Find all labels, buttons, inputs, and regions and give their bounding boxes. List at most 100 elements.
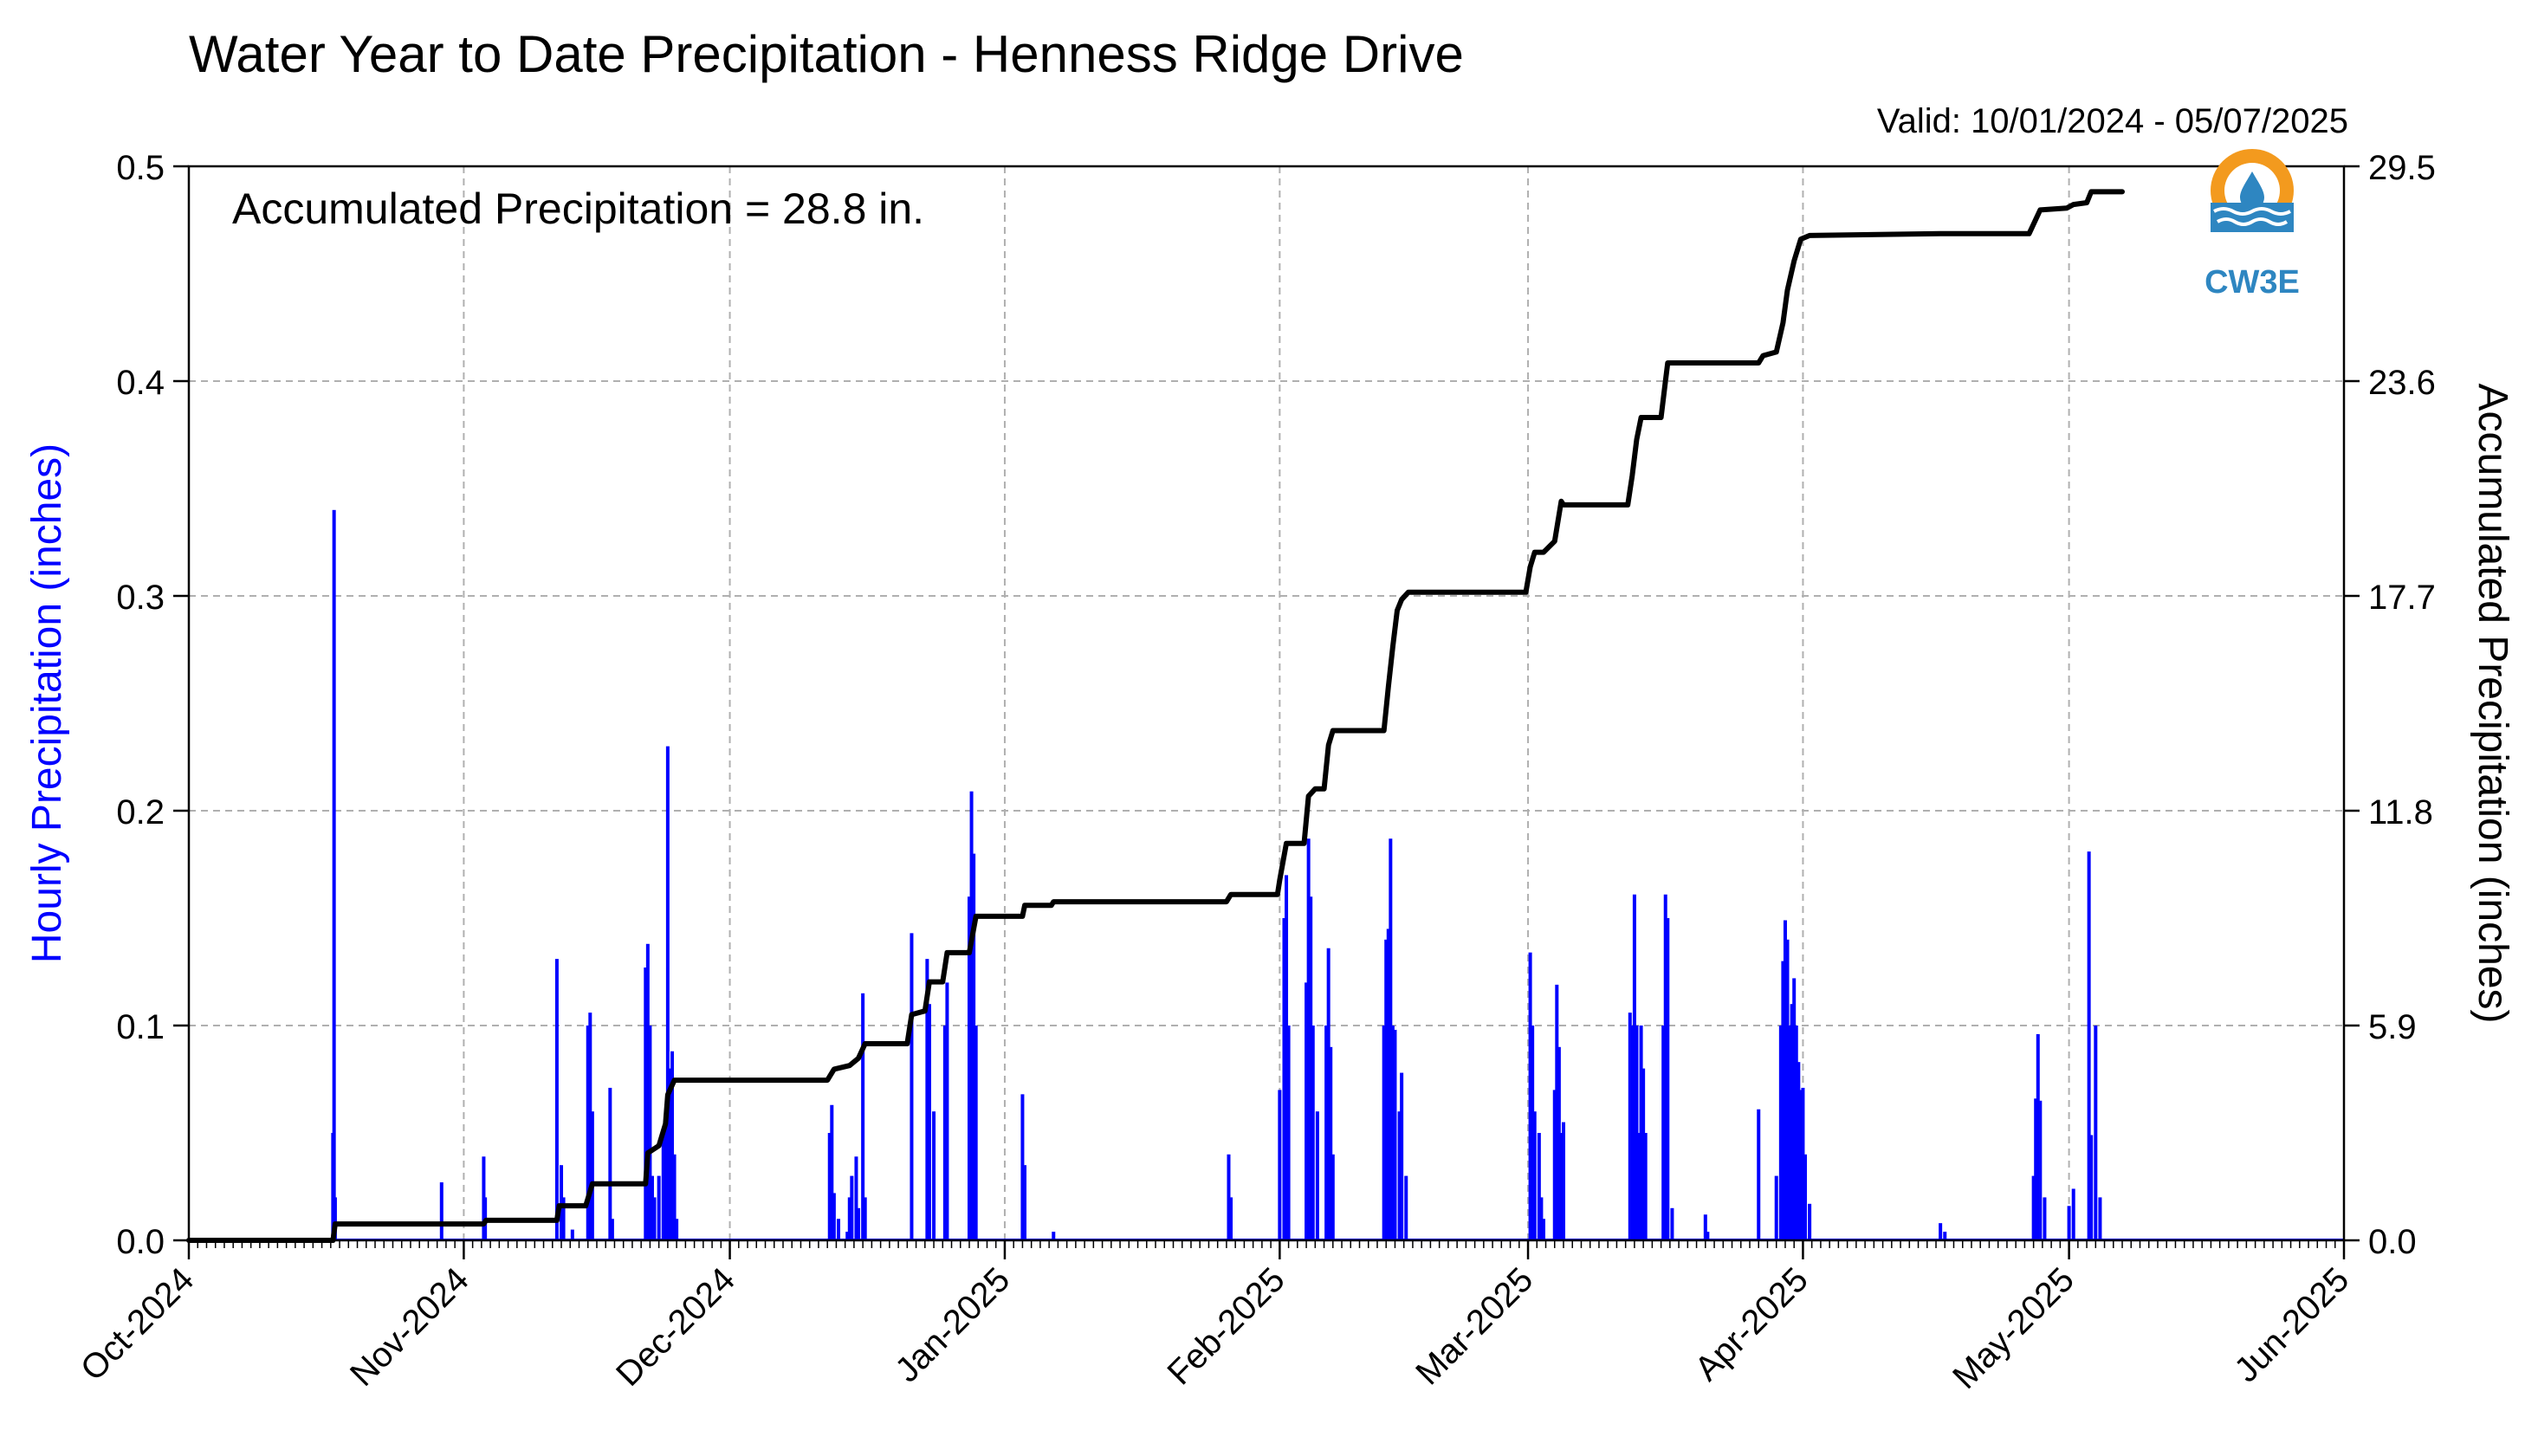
hourly-bar [1666, 918, 1670, 1240]
hourly-bar [1329, 1046, 1333, 1240]
y-right-tick-label: 29.5 [2368, 149, 2436, 187]
x-tick-label: May-2025 [1946, 1260, 2082, 1396]
hourly-bar [1670, 1207, 1674, 1240]
y-left-tick-label: 0.4 [116, 364, 165, 402]
hourly-bar [2031, 1175, 2036, 1240]
hourly-bar [1552, 1090, 1557, 1240]
y-right-tick-label: 17.7 [2368, 579, 2436, 617]
hourly-bar [668, 1068, 672, 1240]
hourly-bar [945, 982, 949, 1240]
hourly-bar [832, 1193, 836, 1240]
hourly-bar [1632, 894, 1636, 1240]
hourly-bar [2036, 1033, 2040, 1240]
hourly-bar [1661, 1026, 1666, 1240]
hourly-bar [1384, 939, 1389, 1240]
y-left-tick-label: 0.5 [116, 149, 165, 187]
x-tick-label: Mar-2025 [1408, 1260, 1540, 1392]
hourly-bar [932, 1111, 936, 1240]
grid-layer [189, 166, 2344, 1240]
y-right-label: Accumulated Precipitation (inches) [2470, 383, 2515, 1023]
y-right-tick-label: 5.9 [2368, 1008, 2417, 1046]
hourly-bar [1282, 918, 1286, 1240]
hourly-bar [1537, 1133, 1541, 1240]
hourly-bar [1808, 1203, 1812, 1240]
hourly-bar [1309, 896, 1313, 1240]
hourly-bar [1315, 1111, 1319, 1240]
hourly-bar [1630, 1026, 1635, 1240]
hourly-bar [670, 1051, 675, 1240]
y-right-tick-label: 11.8 [2368, 793, 2433, 832]
hourly-bar [588, 1013, 592, 1240]
hourly-bar [863, 1197, 867, 1240]
hourly-bar [910, 933, 914, 1240]
hourly-bar [610, 1219, 614, 1240]
y-left-tick-label: 0.1 [116, 1008, 165, 1046]
hourly-bar [1561, 1122, 1565, 1240]
hourly-bar [661, 1133, 665, 1240]
hourly-bar [644, 967, 648, 1240]
y-left-tick-label: 0.3 [116, 579, 165, 617]
hourly-bar [648, 1026, 652, 1240]
x-tick-label: Jun-2025 [2227, 1260, 2356, 1389]
hourly-bar [333, 1197, 337, 1240]
hourly-bar [657, 1175, 661, 1240]
hourly-bar [1643, 1133, 1648, 1240]
hourly-bar [974, 1026, 978, 1240]
hourly-bar [1305, 982, 1309, 1240]
hourly-bar [1397, 1111, 1402, 1240]
hourly-bar [1389, 838, 1393, 1240]
hourly-bar [1639, 1026, 1643, 1240]
hourly-bar [1635, 1026, 1639, 1240]
hourly-bar [1628, 1013, 1632, 1240]
y-left-label: Hourly Precipitation (inches) [24, 443, 70, 963]
hourly-bar [1757, 1109, 1761, 1240]
hourly-bar [1555, 984, 1559, 1240]
hourly-bar [2038, 1100, 2043, 1240]
hourly-bar [1528, 952, 1532, 1240]
hourly-bar [2094, 1026, 2098, 1240]
valid-range: Valid: 10/01/2024 - 05/07/2025 [1876, 102, 2348, 140]
hourly-bar [2098, 1197, 2102, 1240]
hourly-bar [969, 791, 974, 1240]
hourly-bar [1774, 1175, 1778, 1240]
hourly-bar [925, 959, 929, 1240]
hourly-bar [652, 1197, 657, 1240]
y-right-tick-label: 0.0 [2368, 1223, 2417, 1261]
hourly-bar [1785, 939, 1790, 1240]
hourly-bar [1557, 1046, 1561, 1240]
plot-frame [187, 165, 2346, 1242]
hourly-bar [830, 1104, 834, 1240]
hourly-bar [1052, 1232, 1056, 1240]
hourly-bar [1022, 1165, 1026, 1240]
hourly-bar [854, 1156, 858, 1240]
cw3e-logo: CW3E [2205, 149, 2300, 301]
hourly-bar [1285, 875, 1289, 1240]
y-left-tick-label: 0.0 [116, 1223, 165, 1261]
hourly-bar [1539, 1197, 1544, 1240]
accumulated-line [186, 189, 2125, 1243]
logo-drop-icon [2240, 171, 2264, 210]
hourly-bar [675, 1219, 679, 1240]
hourly-bar [1306, 838, 1311, 1240]
x-tick-label: Dec-2024 [609, 1260, 742, 1394]
chart-title: Water Year to Date Precipitation - Henne… [189, 25, 1464, 83]
hourly-bar [1382, 1026, 1386, 1240]
hourly-bar [1641, 1068, 1646, 1240]
hourly-bar [1393, 1029, 1397, 1240]
hourly-bar [1663, 894, 1667, 1240]
hourly-bar [645, 943, 650, 1240]
y-left-tick-label: 0.2 [116, 793, 165, 832]
hourly-bar [1400, 1072, 1404, 1240]
hourly-bar [927, 1004, 931, 1240]
hourly-bar [836, 1219, 840, 1240]
hourly-bar [2089, 1135, 2094, 1240]
hourly-bar [1559, 1133, 1564, 1240]
hourly-bar [1943, 1232, 1947, 1240]
hourly-bar [1706, 1232, 1710, 1240]
hourly-bar [2034, 1098, 2038, 1240]
hourly-bar [1330, 1154, 1335, 1240]
hourly-bar [1404, 1175, 1408, 1240]
accumulated-line-layer [186, 189, 2125, 1243]
hourly-bar [1778, 1026, 1783, 1240]
